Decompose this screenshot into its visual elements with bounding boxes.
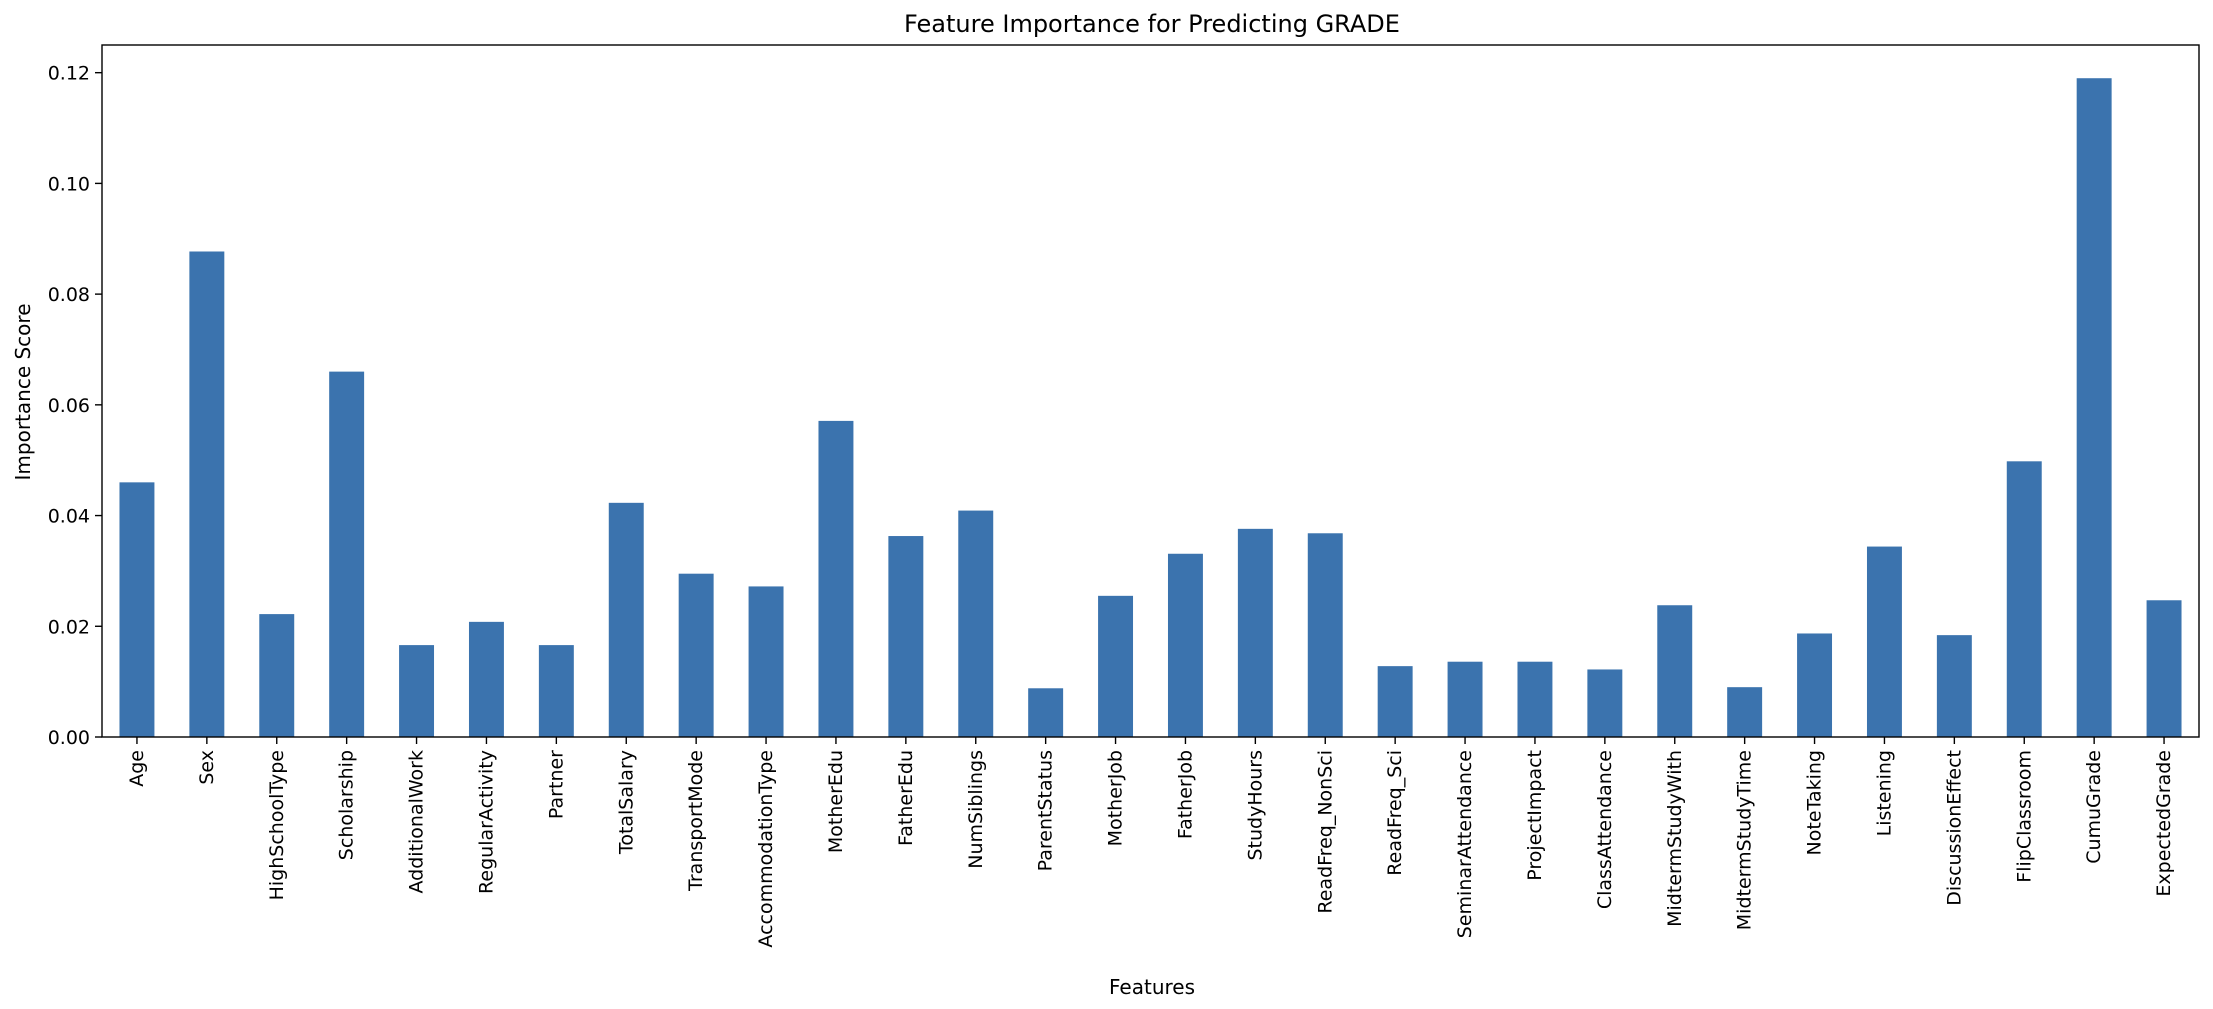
bar bbox=[1797, 633, 1833, 737]
bar bbox=[2006, 461, 2042, 737]
bar bbox=[1307, 533, 1343, 737]
bar bbox=[259, 614, 295, 737]
y-tick-label: 0.08 bbox=[48, 284, 90, 306]
y-axis-label: Importance Score bbox=[11, 304, 35, 481]
bar bbox=[608, 502, 644, 737]
bar bbox=[1587, 669, 1623, 737]
x-tick-label: FatherEdu bbox=[895, 750, 917, 846]
bar bbox=[1447, 661, 1483, 737]
y-tick-label: 0.06 bbox=[48, 395, 90, 417]
y-axis: 0.00 0.02 0.04 0.06 0.08 0.10 0.12 bbox=[48, 63, 102, 749]
x-tick-label: StudyHours bbox=[1244, 750, 1266, 861]
x-tick-label: NumSiblings bbox=[965, 750, 987, 869]
bar bbox=[1237, 528, 1273, 737]
bars bbox=[119, 78, 2182, 737]
x-tick-label: MotherJob bbox=[1105, 750, 1127, 846]
x-tick-label: ReadFreq_NonSci bbox=[1314, 750, 1336, 914]
x-tick-label: RegularActivity bbox=[475, 750, 497, 894]
x-tick-label: SeminarAttendance bbox=[1454, 750, 1476, 938]
x-tick-label: ClassAttendance bbox=[1594, 750, 1616, 909]
bar bbox=[329, 371, 365, 737]
x-tick-label: HighSchoolType bbox=[266, 750, 288, 900]
bar bbox=[189, 251, 225, 737]
bar bbox=[468, 621, 504, 737]
x-tick-label: NoteTaking bbox=[1804, 750, 1826, 855]
x-tick-label: ProjectImpact bbox=[1524, 750, 1546, 881]
bar bbox=[2146, 600, 2182, 737]
y-tick-label: 0.02 bbox=[48, 616, 90, 638]
x-tick-label: Age bbox=[126, 750, 148, 787]
bar bbox=[399, 645, 435, 737]
bar bbox=[1167, 553, 1203, 737]
x-tick-label: MidtermStudyWith bbox=[1664, 750, 1686, 927]
x-tick-label: ExpectedGrade bbox=[2153, 750, 2175, 897]
x-tick-label: FlipClassroom bbox=[2013, 750, 2035, 883]
bar bbox=[1028, 688, 1064, 737]
bar bbox=[1517, 661, 1553, 737]
x-tick-label: CumuGrade bbox=[2083, 750, 2105, 864]
y-tick-label: 0.10 bbox=[48, 173, 90, 195]
chart-title: Feature Importance for Predicting GRADE bbox=[904, 10, 1400, 38]
x-tick-label: DiscussionEffect bbox=[1943, 750, 1965, 906]
y-tick-label: 0.00 bbox=[48, 727, 90, 749]
bar bbox=[818, 420, 854, 737]
x-tick-label: MidtermStudyTime bbox=[1734, 750, 1756, 930]
x-axis-label: Features bbox=[1109, 975, 1195, 999]
plot-frame bbox=[101, 44, 2200, 738]
bar bbox=[748, 586, 784, 737]
x-tick-label: Sex bbox=[196, 750, 218, 785]
y-tick-label: 0.04 bbox=[48, 506, 90, 528]
x-tick-label: FatherJob bbox=[1174, 750, 1196, 839]
x-axis: Age Sex HighSchoolType Scholarship Additiona… bbox=[126, 737, 2175, 948]
bar bbox=[2076, 78, 2112, 737]
bar bbox=[678, 573, 714, 737]
x-tick-label: Partner bbox=[545, 750, 567, 819]
y-tick-label: 0.12 bbox=[48, 63, 90, 85]
bar bbox=[1377, 666, 1413, 737]
bar bbox=[958, 510, 994, 737]
x-tick-label: AdditionalWork bbox=[406, 750, 428, 894]
bar bbox=[1657, 605, 1693, 737]
x-tick-label: AccommodationType bbox=[755, 750, 777, 948]
bar bbox=[1936, 635, 1972, 737]
x-tick-label: TransportMode bbox=[685, 750, 707, 892]
x-tick-label: MotherEdu bbox=[825, 750, 847, 853]
x-tick-label: TotalSalary bbox=[615, 750, 637, 855]
x-tick-label: ReadFreq_Sci bbox=[1384, 750, 1406, 876]
bar bbox=[119, 482, 155, 737]
x-tick-label: Listening bbox=[1873, 750, 1895, 836]
bar bbox=[1866, 546, 1902, 737]
bar bbox=[888, 536, 924, 737]
bar bbox=[1727, 687, 1763, 737]
x-tick-label: ParentStatus bbox=[1035, 750, 1057, 871]
bar bbox=[538, 645, 574, 737]
bar bbox=[1098, 595, 1134, 737]
x-tick-label: Scholarship bbox=[336, 750, 358, 860]
